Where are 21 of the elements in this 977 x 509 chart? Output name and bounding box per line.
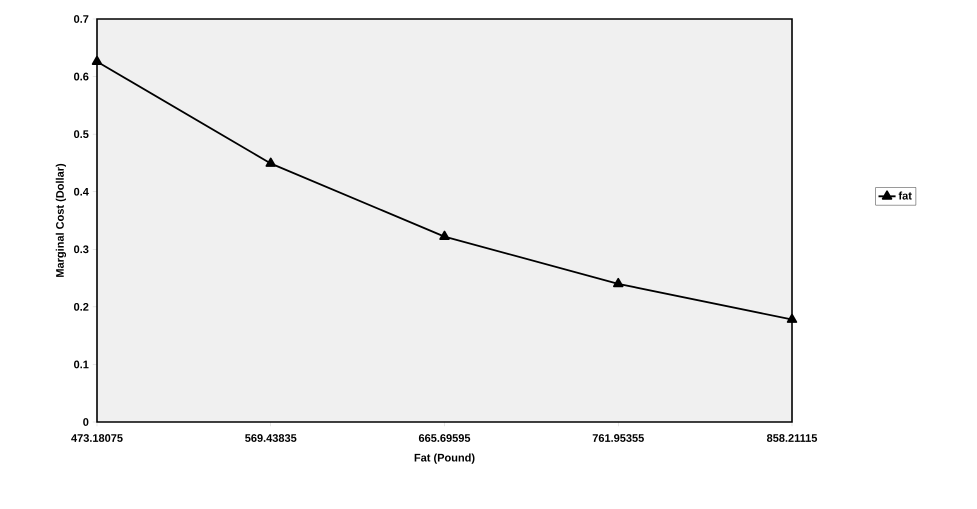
point bbox=[439, 230, 450, 240]
x-tick-label: 665.69595 bbox=[418, 434, 470, 442]
x-axis-title: Fat (Pound) bbox=[414, 453, 475, 464]
point bbox=[613, 278, 624, 288]
point bbox=[786, 314, 798, 323]
legend-label: fat bbox=[898, 192, 912, 200]
y-tick-label: 0.7 bbox=[74, 15, 88, 23]
y-tick-label: 0.5 bbox=[74, 130, 89, 138]
y-tick-label: 0.4 bbox=[74, 188, 89, 196]
point bbox=[92, 56, 102, 65]
y-tick-label: 0.3 bbox=[74, 245, 88, 254]
y-tick-label: 0 bbox=[83, 418, 88, 426]
y-tick-label: 0.2 bbox=[74, 302, 88, 311]
x-tick-label: 761.95355 bbox=[592, 434, 644, 442]
y-axis-title: Marginal Cost (Dollar) bbox=[56, 164, 66, 277]
x-tick-label: 858.21115 bbox=[766, 434, 818, 442]
y-tick-label: 0.6 bbox=[74, 72, 88, 80]
y-tick-label: 0.1 bbox=[74, 360, 89, 368]
x-tick-label: 569.43835 bbox=[245, 434, 296, 442]
x-tick-label: 473.18075 bbox=[71, 434, 123, 442]
point bbox=[266, 158, 276, 167]
